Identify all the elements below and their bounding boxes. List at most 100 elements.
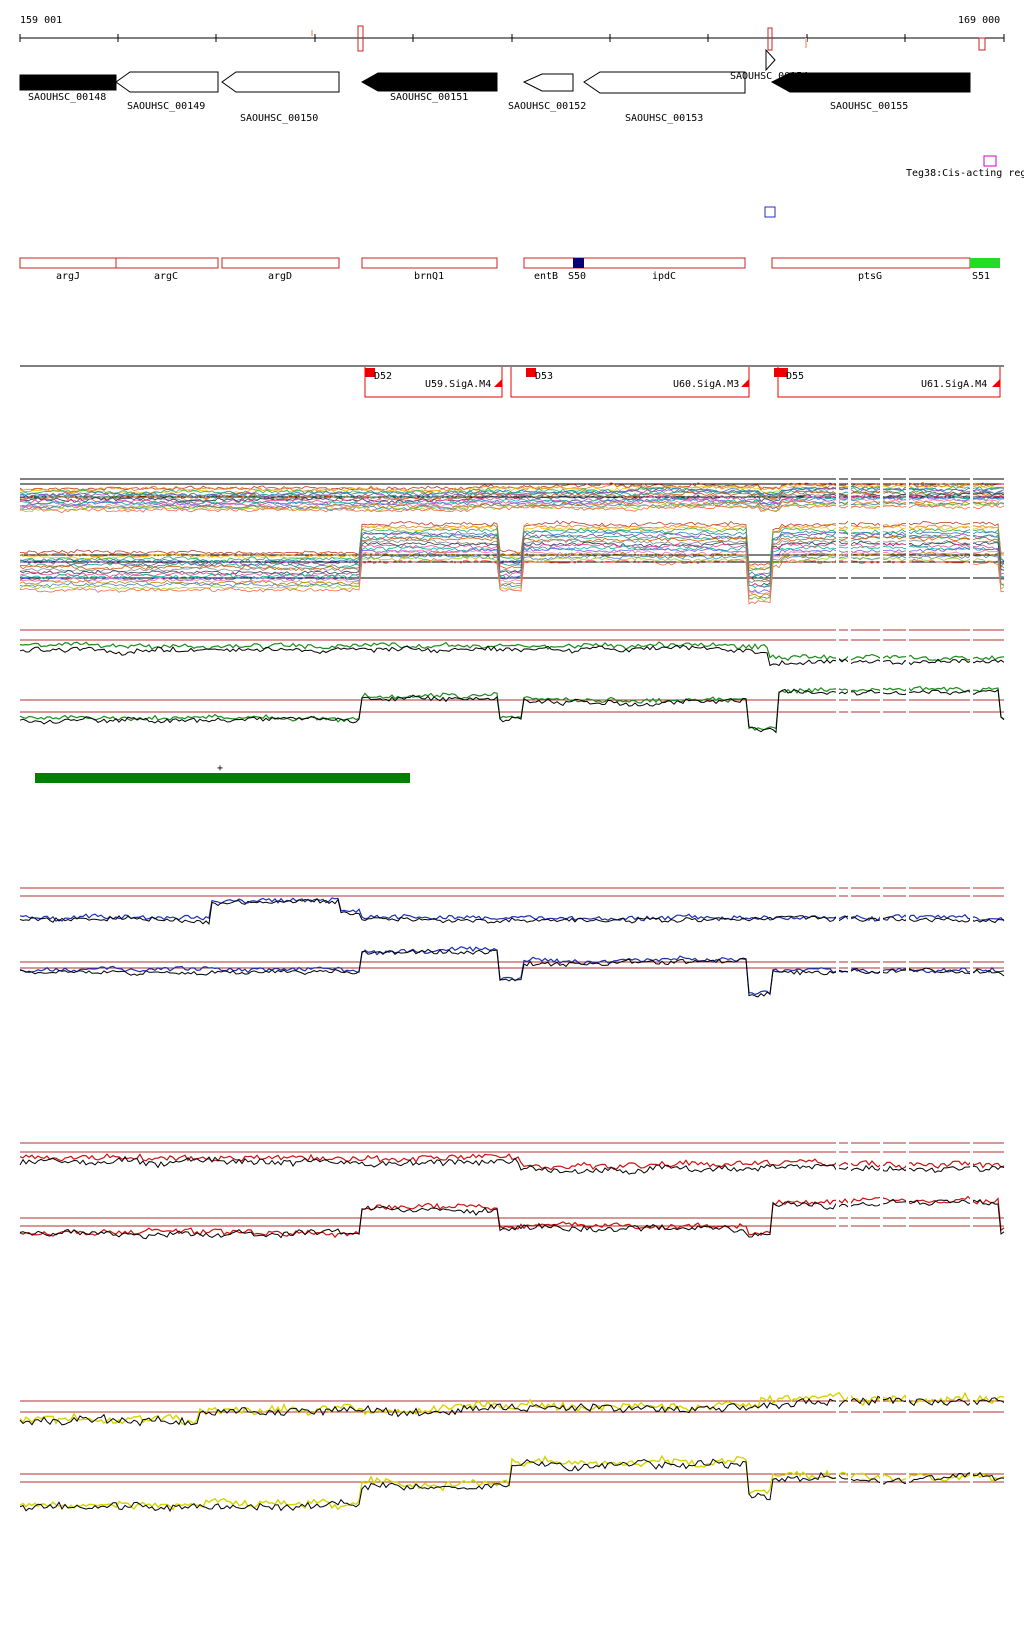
track-gap bbox=[880, 880, 883, 995]
gene-name-box[interactable] bbox=[361, 257, 498, 269]
tu-start-marker[interactable] bbox=[774, 368, 788, 377]
tu-label: U61.SigA.M4 bbox=[921, 379, 987, 390]
tu-start-marker[interactable] bbox=[365, 368, 375, 377]
yellow-profile-ref bbox=[19, 1458, 1005, 1512]
multi-condition-profile bbox=[19, 520, 1005, 566]
yellow-profile bbox=[19, 1454, 1005, 1511]
gene-arrow-saouhsc-00150[interactable] bbox=[221, 71, 340, 93]
tu-bracket[interactable] bbox=[510, 367, 750, 398]
track-gap bbox=[848, 470, 851, 585]
regulatory-track: Teg38:Cis-acting reg bbox=[764, 155, 1024, 218]
multi-condition-profile bbox=[19, 525, 1005, 571]
regulatory-feature-label: Teg38:Cis-acting reg bbox=[906, 168, 1024, 179]
track-gap bbox=[970, 470, 973, 585]
tu-end-marker bbox=[741, 379, 749, 387]
red-profile-ref bbox=[19, 1155, 1005, 1175]
gene-name-box[interactable] bbox=[115, 257, 219, 269]
multi-condition-profile bbox=[19, 497, 1005, 509]
gene-label: SAOUHSC_00148 bbox=[28, 92, 106, 103]
multi-condition-profile bbox=[19, 536, 1005, 582]
blue-profile-ref bbox=[19, 948, 1005, 998]
tu-start-label: D53 bbox=[535, 371, 553, 382]
green-profile bbox=[19, 685, 1005, 732]
gene-name-label: brnQ1 bbox=[414, 271, 444, 282]
multi-condition-profile bbox=[19, 502, 1005, 513]
tu-bracket[interactable] bbox=[364, 367, 503, 398]
ruler-marker bbox=[978, 37, 986, 51]
multi-condition-profile bbox=[19, 485, 1005, 498]
track-gap bbox=[880, 625, 883, 725]
gene-label: SAOUHSC_00149 bbox=[127, 101, 205, 112]
tu-start-label: D55 bbox=[786, 371, 804, 382]
multi-condition-profile bbox=[19, 542, 1005, 588]
ruler-marker bbox=[767, 27, 773, 51]
regulatory-feature-box[interactable] bbox=[983, 155, 997, 167]
track-gap bbox=[906, 1135, 909, 1245]
coordinate-ruler: 159 001 169 000 bbox=[19, 15, 1005, 52]
red-profile bbox=[19, 1153, 1005, 1171]
multi-condition-profile bbox=[19, 540, 1005, 587]
transcription-unit-track: D52 D53 D55 U59.SigA.M4 U60.SigA.M3 U61.… bbox=[20, 365, 1004, 398]
gene-name-label: ipdC bbox=[652, 271, 676, 282]
gene-name-label: S50 bbox=[568, 271, 586, 282]
gene-arrow-saouhsc-00151[interactable] bbox=[360, 72, 498, 92]
gene-arrow-saouhsc-00155[interactable] bbox=[770, 72, 971, 93]
multi-condition-profile bbox=[19, 492, 1005, 504]
multi-condition-profile bbox=[19, 532, 1005, 578]
tu-end-marker bbox=[494, 379, 502, 387]
blue-profile bbox=[19, 946, 1005, 996]
multi-condition-profile bbox=[19, 522, 1005, 571]
tu-bracket[interactable] bbox=[777, 367, 1001, 398]
ruler-marker bbox=[805, 38, 807, 48]
track-gap bbox=[970, 1135, 973, 1245]
condition-bar[interactable] bbox=[35, 773, 410, 783]
segment-s50[interactable] bbox=[573, 258, 584, 268]
track-gap bbox=[906, 625, 909, 725]
ruler-marker bbox=[311, 30, 313, 36]
green-profile bbox=[19, 641, 1005, 662]
multi-condition-profile bbox=[19, 527, 1005, 572]
multi-condition-profile bbox=[19, 493, 1005, 505]
gene-name-label: argC bbox=[154, 271, 178, 282]
gene-labels: SAOUHSC_00148 SAOUHSC_00149 SAOUHSC_0015… bbox=[28, 71, 908, 124]
blue-profile bbox=[19, 897, 1005, 922]
gene-label: SAOUHSC_00154 bbox=[730, 71, 808, 82]
track-gap bbox=[848, 625, 851, 725]
site-marker-box[interactable] bbox=[764, 206, 776, 218]
track-gap bbox=[970, 625, 973, 725]
gene-arrow-saouhsc-00148[interactable] bbox=[19, 74, 117, 91]
tu-label: U60.SigA.M3 bbox=[673, 379, 739, 390]
track-gap bbox=[906, 1395, 909, 1515]
track-gap bbox=[836, 1135, 839, 1245]
multi-condition-profile bbox=[19, 551, 1005, 598]
yellow-profile bbox=[19, 1391, 1005, 1426]
track-gap bbox=[848, 1395, 851, 1515]
gene-label: SAOUHSC_00150 bbox=[240, 113, 318, 124]
gene-name-box[interactable] bbox=[523, 257, 746, 269]
gene-arrow-saouhsc-00149[interactable] bbox=[115, 71, 219, 93]
track-gap bbox=[848, 880, 851, 995]
gene-name-label: ptsG bbox=[858, 271, 882, 282]
gene-name-box[interactable] bbox=[19, 257, 117, 269]
red-profile-ref bbox=[19, 1198, 1005, 1240]
gene-name-box[interactable] bbox=[771, 257, 971, 269]
yellow-profile-ref bbox=[19, 1395, 1005, 1427]
ruler-marker bbox=[357, 25, 364, 52]
track-gap bbox=[906, 880, 909, 995]
gene-label: SAOUHSC_00155 bbox=[830, 101, 908, 112]
track-gap bbox=[880, 1395, 883, 1515]
gene-arrow-saouhsc-00152[interactable] bbox=[522, 73, 574, 92]
expression-tracks bbox=[19, 470, 1005, 1515]
gene-label: SAOUHSC_00153 bbox=[625, 113, 703, 124]
red-profile bbox=[19, 1195, 1005, 1239]
segment-s51[interactable] bbox=[970, 258, 1000, 268]
gene-arrow-saouhsc-00154[interactable] bbox=[765, 48, 776, 72]
condition-marker-label: + bbox=[217, 763, 223, 774]
gene-name-label: argD bbox=[268, 271, 292, 282]
track-gap bbox=[836, 625, 839, 725]
tu-start-marker[interactable] bbox=[526, 368, 536, 377]
multi-condition-profile bbox=[19, 549, 1005, 595]
gene-name-box[interactable] bbox=[221, 257, 340, 269]
gene-arrow-saouhsc-00153[interactable] bbox=[583, 71, 746, 94]
